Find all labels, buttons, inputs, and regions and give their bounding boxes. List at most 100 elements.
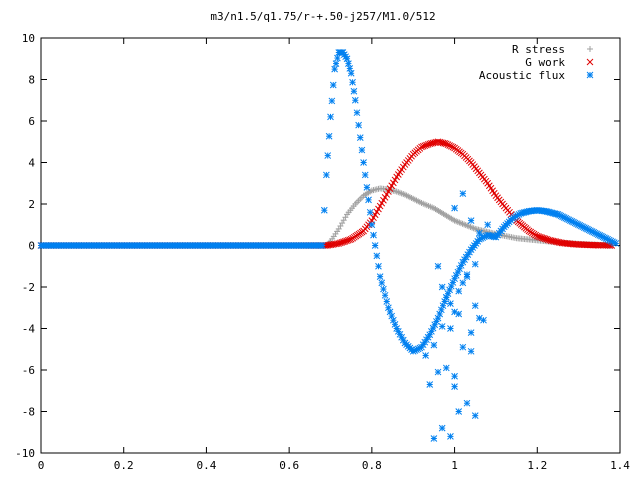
data-point — [484, 221, 492, 229]
data-point — [376, 273, 384, 280]
data-point — [459, 279, 467, 287]
data-point — [459, 190, 467, 197]
data-point — [329, 81, 337, 89]
data-point — [327, 113, 334, 121]
axis-tick-labels: 0 0.2 0.4 0.6 0.8 1 1.2 1.4 10 8 6 4 2 0 -2 -4 -6 -8 -10 — [15, 32, 630, 472]
data-point — [363, 184, 371, 191]
x-tick-label: 0 — [38, 459, 45, 472]
y-tick-label: 4 — [28, 157, 35, 170]
y-tick-label: 0 — [28, 240, 35, 253]
data-point — [449, 143, 457, 151]
data-point — [318, 242, 326, 249]
data-point — [451, 204, 458, 212]
data-point — [459, 343, 467, 351]
data-point — [426, 381, 434, 388]
data-point — [328, 97, 336, 105]
data-point — [476, 229, 483, 237]
data-point — [447, 300, 454, 307]
data-point — [331, 65, 338, 73]
data-point — [438, 323, 446, 330]
series-r-stress — [38, 185, 615, 249]
data-point — [323, 171, 330, 179]
data-point — [356, 134, 364, 141]
data-point — [480, 316, 487, 324]
data-point — [347, 69, 355, 77]
data-point — [430, 341, 438, 349]
data-point — [368, 221, 376, 229]
x-tick-label: 0.4 — [196, 459, 216, 472]
x-tick-label: 0.8 — [362, 459, 382, 472]
data-point — [370, 231, 377, 239]
data-point — [463, 399, 471, 407]
data-point — [422, 352, 429, 359]
data-point — [358, 146, 366, 154]
data-point — [467, 217, 475, 224]
data-point — [467, 347, 475, 355]
data-point — [442, 364, 450, 372]
data-point — [447, 142, 455, 150]
y-tick-label: -6 — [22, 364, 35, 377]
data-point — [471, 260, 479, 268]
x-tick-label: 0.6 — [279, 459, 299, 472]
data-point — [349, 78, 356, 86]
data-point — [380, 285, 387, 293]
data-point — [320, 206, 328, 214]
series-acoustic-flux — [37, 49, 620, 442]
series-layer — [37, 49, 620, 442]
data-point — [324, 152, 332, 159]
legend-marker — [587, 46, 593, 52]
data-point — [351, 96, 359, 104]
y-tick-label: -10 — [15, 447, 35, 460]
data-point — [353, 109, 361, 117]
data-point — [438, 424, 446, 432]
data-point — [343, 55, 351, 63]
data-point — [345, 60, 352, 67]
data-point — [332, 60, 340, 67]
y-tick-label: -4 — [22, 323, 36, 336]
data-point — [365, 196, 372, 204]
x-tick-label: 1.4 — [610, 459, 630, 472]
data-point — [451, 383, 458, 390]
data-point — [430, 435, 438, 442]
data-point — [334, 54, 341, 62]
data-point — [361, 171, 369, 179]
data-point — [371, 242, 379, 249]
data-point — [355, 121, 362, 129]
y-tick-label: 2 — [28, 198, 35, 211]
x-tick-label: 1 — [451, 459, 458, 472]
data-point — [346, 65, 354, 72]
data-point — [360, 159, 367, 166]
x-tick-label: 0.2 — [114, 459, 134, 472]
data-point — [373, 252, 381, 260]
data-point — [366, 208, 374, 216]
data-point — [383, 298, 391, 305]
axis-ticks — [40, 37, 621, 454]
data-point — [442, 140, 450, 148]
data-point — [592, 241, 600, 249]
data-point — [471, 412, 479, 420]
chart-title: m3/n1.5/q1.75/r-+.50-j257/M1.0/512 — [210, 10, 435, 23]
data-point — [455, 287, 463, 295]
data-point — [446, 142, 453, 149]
data-point — [455, 310, 463, 318]
data-point — [455, 408, 463, 415]
data-point — [471, 302, 479, 310]
data-point — [442, 294, 450, 301]
data-point — [447, 433, 454, 440]
data-point — [381, 291, 389, 299]
legend-label: G work — [525, 56, 565, 69]
y-tick-label: -2 — [22, 281, 35, 294]
data-point — [467, 329, 475, 337]
legend-marker — [586, 58, 594, 66]
data-point — [447, 325, 454, 332]
data-point — [434, 368, 442, 376]
y-tick-label: 10 — [22, 32, 35, 45]
data-point — [444, 141, 452, 149]
data-point — [378, 279, 386, 287]
legend-label: Acoustic flux — [479, 69, 565, 82]
data-point — [375, 262, 382, 270]
legend-label: R stress — [512, 43, 565, 56]
y-tick-label: -8 — [22, 406, 35, 419]
data-point — [463, 271, 471, 278]
